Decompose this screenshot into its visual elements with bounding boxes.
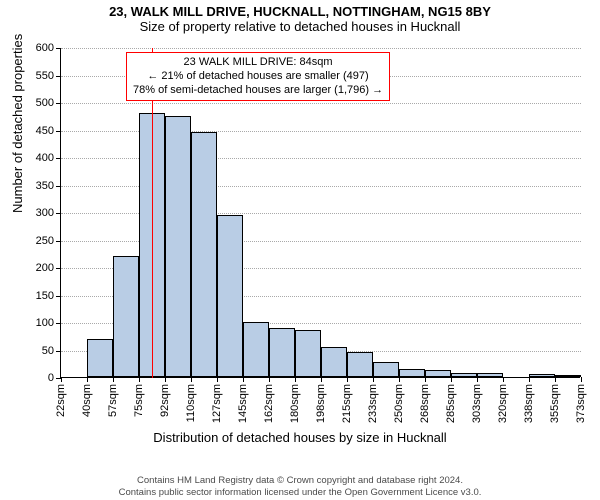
xtick-mark [399,377,400,382]
xtick-label: 268sqm [419,384,431,423]
ytick-mark [56,76,61,77]
ytick-label: 50 [14,345,54,357]
ytick-label: 400 [14,152,54,164]
x-axis-label: Distribution of detached houses by size … [0,430,600,445]
chart-container: 23, WALK MILL DRIVE, HUCKNALL, NOTTINGHA… [0,0,600,500]
xtick-mark [503,377,504,382]
title-block: 23, WALK MILL DRIVE, HUCKNALL, NOTTINGHA… [0,0,600,34]
histogram-bar [347,352,373,377]
xtick-label: 127sqm [211,384,223,423]
histogram-bar [113,256,139,377]
ytick-label: 450 [14,125,54,137]
xtick-mark [217,377,218,382]
footer-line1: Contains HM Land Registry data © Crown c… [0,475,600,486]
histogram-bar [165,116,191,377]
ytick-label: 600 [14,42,54,54]
ytick-label: 300 [14,207,54,219]
annotation-box: 23 WALK MILL DRIVE: 84sqm ← 21% of detac… [126,52,390,101]
ytick-label: 200 [14,262,54,274]
chart-area: 05010015020025030035040045050055060022sq… [60,48,580,378]
ytick-mark [56,351,61,352]
annotation-line2: ← 21% of detached houses are smaller (49… [133,70,383,84]
xtick-mark [165,377,166,382]
histogram-bar [555,375,581,377]
ytick-label: 500 [14,97,54,109]
gridline [61,48,581,49]
histogram-bar [269,328,295,378]
main-title: 23, WALK MILL DRIVE, HUCKNALL, NOTTINGHA… [0,4,600,19]
histogram-bar [373,362,399,377]
xtick-mark [425,377,426,382]
ytick-label: 550 [14,70,54,82]
xtick-mark [347,377,348,382]
histogram-bar [399,369,425,377]
ytick-label: 0 [14,372,54,384]
xtick-mark [477,377,478,382]
histogram-bar [243,322,269,377]
xtick-label: 355sqm [549,384,561,423]
ytick-mark [56,48,61,49]
xtick-label: 303sqm [471,384,483,423]
ytick-label: 250 [14,235,54,247]
ytick-mark [56,268,61,269]
xtick-label: 180sqm [289,384,301,423]
ytick-mark [56,323,61,324]
histogram-bar [87,339,113,378]
histogram-bar [477,373,503,377]
xtick-label: 215sqm [341,384,353,423]
histogram-bar [529,374,555,377]
annotation-line3: 78% of semi-detached houses are larger (… [133,84,383,98]
annotation-line1: 23 WALK MILL DRIVE: 84sqm [133,56,383,70]
xtick-label: 75sqm [133,384,145,417]
histogram-bar [425,370,451,377]
xtick-label: 320sqm [497,384,509,423]
histogram-bar [321,347,347,377]
xtick-label: 92sqm [159,384,171,417]
ytick-mark [56,213,61,214]
xtick-mark [61,377,62,382]
xtick-mark [451,377,452,382]
ytick-mark [56,296,61,297]
sub-title: Size of property relative to detached ho… [0,19,600,34]
xtick-label: 198sqm [315,384,327,423]
footer: Contains HM Land Registry data © Crown c… [0,475,600,498]
xtick-label: 338sqm [523,384,535,423]
ytick-label: 150 [14,290,54,302]
ytick-mark [56,241,61,242]
ytick-label: 350 [14,180,54,192]
xtick-mark [113,377,114,382]
xtick-mark [321,377,322,382]
gridline [61,103,581,104]
xtick-label: 162sqm [263,384,275,423]
xtick-label: 233sqm [367,384,379,423]
xtick-label: 250sqm [393,384,405,423]
xtick-label: 57sqm [107,384,119,417]
xtick-label: 110sqm [185,384,197,422]
xtick-mark [581,377,582,382]
xtick-mark [373,377,374,382]
xtick-label: 40sqm [81,384,93,417]
xtick-mark [139,377,140,382]
ytick-mark [56,131,61,132]
footer-line2: Contains public sector information licen… [0,487,600,498]
xtick-label: 373sqm [575,384,587,423]
xtick-label: 285sqm [445,384,457,423]
xtick-mark [191,377,192,382]
histogram-bar [217,215,243,377]
xtick-label: 22sqm [55,384,67,417]
ytick-label: 100 [14,317,54,329]
xtick-mark [87,377,88,382]
xtick-mark [295,377,296,382]
xtick-mark [529,377,530,382]
ytick-mark [56,186,61,187]
histogram-bar [295,330,321,377]
xtick-label: 145sqm [237,384,249,423]
histogram-bar [451,373,477,377]
ytick-mark [56,158,61,159]
xtick-mark [269,377,270,382]
xtick-mark [555,377,556,382]
xtick-mark [243,377,244,382]
ytick-mark [56,103,61,104]
histogram-bar [191,132,217,377]
